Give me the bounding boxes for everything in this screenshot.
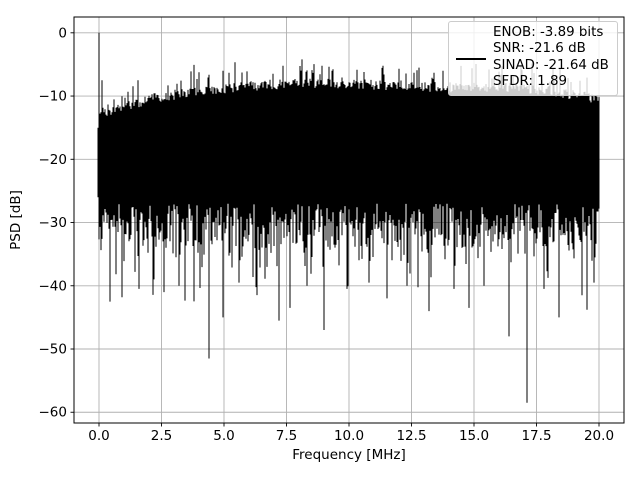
psd-noise-trace <box>97 32 600 403</box>
legend-sinad-value: SINAD: -21.64 dB <box>493 57 609 73</box>
legend: ENOB: -3.89 bits SNR: -21.6 dB SINAD: -2… <box>448 21 618 96</box>
x-tick-label: 20.0 <box>584 428 614 444</box>
x-tick-label: 10.0 <box>334 428 364 444</box>
y-tick-label: −30 <box>39 215 68 231</box>
x-tick-label: 2.5 <box>151 428 172 444</box>
y-tick-label: −20 <box>39 152 68 168</box>
x-axis-label: Frequency [MHz] <box>292 447 406 463</box>
legend-sfdr-value: SFDR: 1.89 <box>493 74 567 90</box>
legend-enob-value: ENOB: -3.89 bits <box>493 25 604 40</box>
x-tick-label: 17.5 <box>521 428 551 444</box>
x-tick-label: 5.0 <box>213 428 234 444</box>
x-tick-label: 15.0 <box>459 428 489 444</box>
axes-frame <box>73 16 625 424</box>
legend-snr-value: SNR: -21.6 dB <box>493 41 586 57</box>
y-tick-label: −50 <box>39 342 68 358</box>
x-tick-label: 7.5 <box>276 428 297 444</box>
y-tick-label: 0 <box>58 25 67 41</box>
y-tick-label: −10 <box>39 89 68 105</box>
legend-text-block: ENOB: -3.89 bits SNR: -21.6 dB SINAD: -2… <box>493 25 609 91</box>
x-tick-label: 12.5 <box>396 428 426 444</box>
y-tick-label: −40 <box>39 278 68 294</box>
legend-line-sample-icon <box>456 58 486 60</box>
x-tick-label: 0.0 <box>88 428 109 444</box>
y-tick-label: −60 <box>39 405 68 421</box>
y-axis-label: PSD [dB] <box>8 190 24 250</box>
